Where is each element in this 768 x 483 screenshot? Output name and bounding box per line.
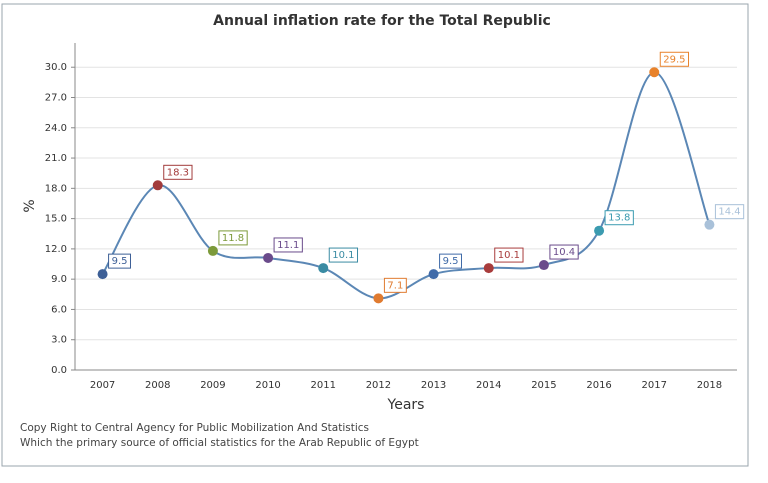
value-label-box bbox=[659, 51, 690, 67]
value-label-box bbox=[439, 253, 462, 269]
y-tick-label: 0.0 bbox=[51, 365, 67, 376]
footnote: Copy Right to Central Agency for Public … bbox=[20, 422, 369, 434]
point bbox=[594, 225, 605, 236]
value-label: 10.4 bbox=[553, 247, 575, 258]
value-label-box bbox=[108, 253, 131, 269]
y-tick-label: 18.0 bbox=[45, 183, 67, 194]
x-tick-label: 2012 bbox=[366, 380, 391, 391]
point bbox=[649, 67, 660, 78]
chart-title: Annual inflation rate for the Total Repu… bbox=[213, 13, 551, 29]
y-tick-label: 24.0 bbox=[45, 123, 67, 134]
x-tick-label: 2018 bbox=[697, 380, 722, 391]
point bbox=[373, 293, 384, 304]
x-tick-label: 2008 bbox=[145, 380, 170, 391]
value-label: 18.3 bbox=[167, 167, 189, 178]
point bbox=[318, 263, 329, 274]
x-tick-label: 2013 bbox=[421, 380, 446, 391]
value-label-box bbox=[604, 210, 634, 226]
value-label-box bbox=[714, 204, 745, 220]
point bbox=[483, 263, 494, 274]
value-label-box bbox=[163, 164, 193, 180]
x-tick-label: 2010 bbox=[255, 380, 280, 391]
value-label: 29.5 bbox=[663, 54, 685, 65]
point bbox=[263, 252, 274, 263]
value-label-box bbox=[383, 277, 407, 293]
chart-frame bbox=[1, 3, 749, 467]
y-tick-label: 21.0 bbox=[45, 153, 67, 164]
y-tick-label: 6.0 bbox=[51, 304, 67, 315]
point bbox=[538, 260, 549, 271]
value-label-box bbox=[549, 244, 579, 260]
point bbox=[97, 269, 108, 280]
point bbox=[428, 269, 439, 280]
point bbox=[704, 219, 715, 230]
line bbox=[101, 71, 711, 300]
value-label: 10.1 bbox=[332, 250, 354, 261]
y-tick-label: 30.0 bbox=[45, 62, 67, 73]
value-label-box bbox=[494, 247, 524, 263]
value-label: 9.5 bbox=[112, 256, 128, 267]
point bbox=[152, 180, 163, 191]
x-tick-label: 2009 bbox=[200, 380, 225, 391]
value-label-box bbox=[218, 230, 248, 246]
point bbox=[207, 245, 218, 256]
y-tick-label: 12.0 bbox=[45, 244, 67, 255]
value-label: 14.4 bbox=[718, 207, 740, 218]
x-tick-label: 2015 bbox=[531, 380, 556, 391]
x-axis-label: Years bbox=[387, 397, 425, 413]
value-label-box bbox=[328, 247, 359, 263]
value-label: 11.1 bbox=[277, 240, 299, 251]
y-axis-label: % bbox=[22, 199, 38, 212]
footnote: Which the primary source of official sta… bbox=[20, 437, 419, 449]
x-tick-label: 2007 bbox=[90, 380, 115, 391]
value-label: 13.8 bbox=[608, 213, 630, 224]
value-label: 7.1 bbox=[387, 280, 403, 291]
y-tick-label: 27.0 bbox=[45, 93, 67, 104]
value-label-box bbox=[273, 237, 303, 253]
x-tick-label: 2014 bbox=[476, 380, 501, 391]
x-tick-label: 2016 bbox=[586, 380, 611, 391]
y-tick-label: 15.0 bbox=[45, 214, 67, 225]
value-label: 9.5 bbox=[443, 256, 459, 267]
x-tick-label: 2011 bbox=[311, 380, 336, 391]
y-tick-label: 9.0 bbox=[51, 274, 67, 285]
value-label: 11.8 bbox=[222, 233, 244, 244]
value-label: 10.1 bbox=[498, 250, 520, 261]
y-tick-label: 3.0 bbox=[51, 335, 67, 346]
x-tick-label: 2017 bbox=[642, 380, 667, 391]
